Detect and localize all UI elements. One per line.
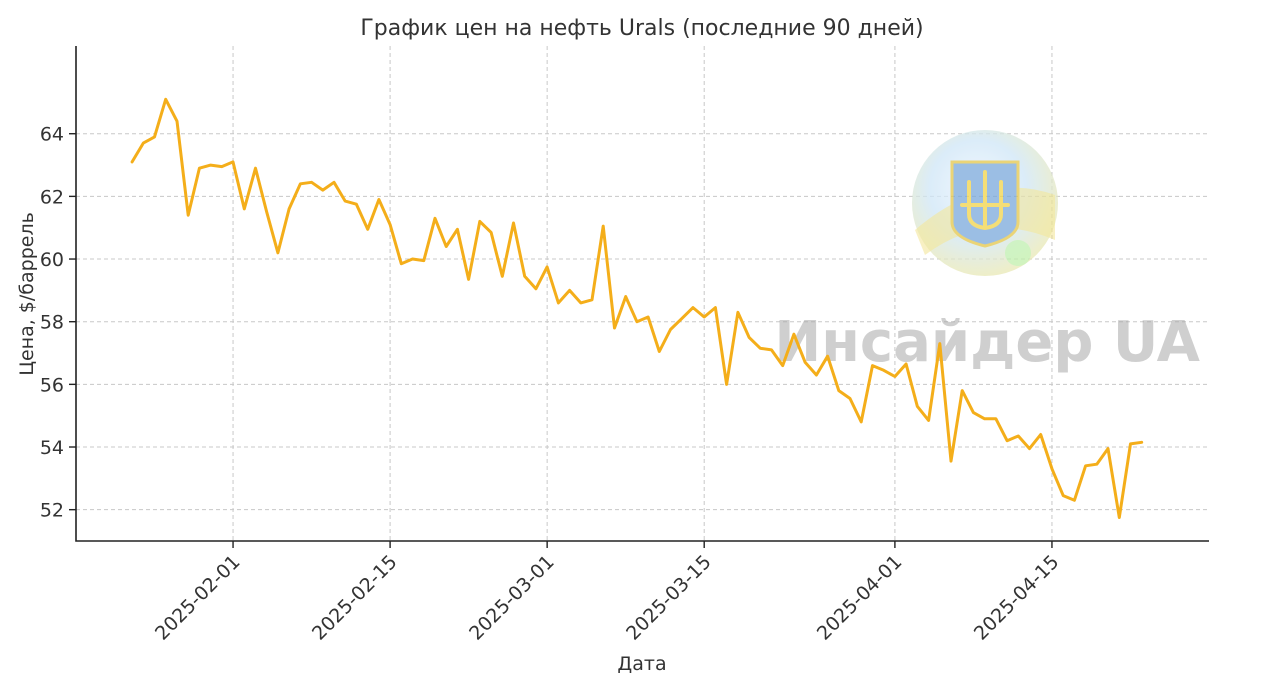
y-tick-label: 62 <box>40 186 64 208</box>
x-axis-label: Дата <box>617 653 666 675</box>
watermark-logo: Инсайдер UA <box>774 130 1201 375</box>
x-tick-label: 2025-02-01 <box>151 551 245 645</box>
x-tick-label: 2025-03-15 <box>622 551 716 645</box>
watermark-text: Инсайдер UA <box>774 310 1200 375</box>
price-series-line <box>130 97 1144 519</box>
chart-title: График цен на нефть Urals (последние 90 … <box>360 16 923 41</box>
ukraine-trident-emblem-icon <box>912 130 1058 276</box>
y-tick-label: 52 <box>40 500 64 522</box>
x-tick-label: 2025-04-01 <box>813 551 907 645</box>
y-tick-label: 60 <box>40 249 64 271</box>
x-tick-label: 2025-03-01 <box>465 551 559 645</box>
x-tick-label: 2025-02-15 <box>308 551 402 645</box>
y-tick-label: 58 <box>40 312 64 334</box>
y-tick-label: 64 <box>40 124 64 146</box>
x-tick-label: 2025-04-15 <box>970 551 1064 645</box>
y-tick-label: 56 <box>40 374 64 396</box>
series-layer <box>130 97 1144 519</box>
y-tick-label: 54 <box>40 437 64 459</box>
axis-spines <box>75 46 1209 542</box>
y-axis-label: Цена, $/баррель <box>16 212 38 376</box>
grid-lines <box>76 46 1209 541</box>
